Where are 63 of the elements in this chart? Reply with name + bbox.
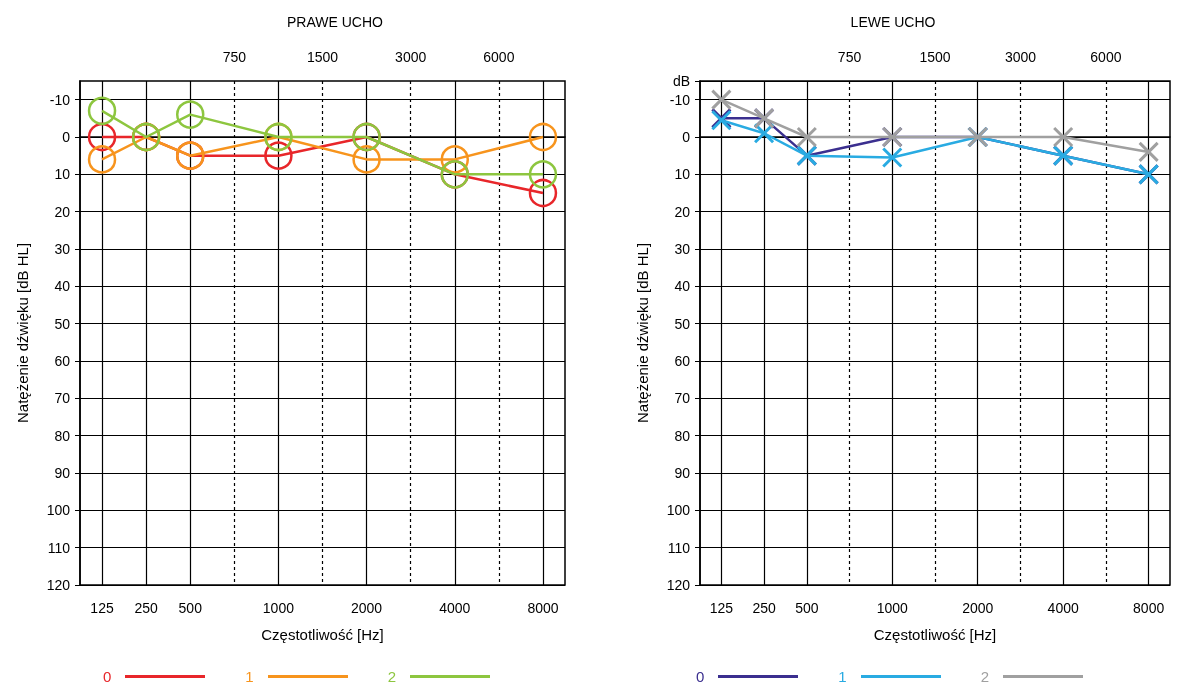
y-tick-label: -10 (49, 91, 71, 108)
text: 0 (102, 668, 112, 685)
chart-title: LEWE UCHO (850, 14, 936, 30)
x-tick-label: 125 (709, 600, 734, 616)
y-tick-label: 100 (666, 502, 691, 519)
y-tick-label: 50 (54, 315, 71, 332)
x-tick-label: 125 (90, 600, 114, 616)
x-axis-title: Częstotliwość [Hz] (873, 626, 997, 643)
y-tick-label: 40 (54, 278, 71, 295)
y-tick-label: 30 (674, 241, 691, 257)
y-tick-label: 10 (674, 166, 691, 183)
y-tick-label: 60 (674, 353, 691, 369)
text: 6000 (483, 49, 515, 65)
x-tick-label: 4000 (1047, 600, 1079, 616)
y-tick-label: 110 (47, 539, 71, 556)
y-tick-label: 40 (674, 278, 691, 295)
y-tick-label: 120 (666, 577, 691, 593)
y-tick-label: 90 (54, 465, 71, 481)
x-tick-label: 2000 (351, 600, 383, 616)
y-tick-label: 90 (674, 465, 691, 481)
x-tick-label: 4000 (439, 600, 471, 616)
y-tick-label: 0 (62, 129, 71, 145)
text: 2 (980, 668, 990, 685)
text: 1 (838, 668, 847, 685)
x-tick-label: 500 (178, 600, 203, 616)
x-tick-label: 8000 (527, 600, 559, 616)
text: 750 (837, 49, 862, 65)
chart-title: PRAWE UCHO (287, 14, 384, 30)
y-tick-label: 20 (674, 203, 691, 220)
x-tick-label: 250 (134, 600, 159, 616)
y-tick-label: 70 (674, 390, 691, 407)
x-tick-label: 250 (752, 600, 776, 616)
y-tick-label: 60 (54, 353, 71, 369)
y-tick-label: 70 (54, 390, 71, 407)
y-tick-label: 20 (54, 203, 71, 220)
text: 0 (695, 668, 705, 685)
y-tick-label: -10 (669, 91, 691, 108)
y-tick-label: 120 (46, 577, 71, 593)
y-tick-label: 50 (674, 315, 691, 332)
text: 3000 (1004, 49, 1037, 65)
y-tick-label: 80 (54, 427, 71, 444)
y-tick-label: 0 (682, 129, 691, 145)
y-axis-title: Natężenie dźwięku [dB HL] (634, 242, 651, 424)
x-tick-label: 500 (795, 600, 819, 616)
x-tick-label: 8000 (1133, 600, 1165, 616)
text: 2 (387, 668, 397, 685)
text: 1500 (919, 49, 951, 65)
y-axis-title: Natężenie dźwięku [dB HL] (14, 242, 31, 424)
y-tick-label: 80 (674, 427, 691, 444)
y-tick-label: dB (672, 73, 690, 89)
y-tick-label: 110 (667, 539, 691, 556)
text: 1 (245, 668, 254, 685)
y-tick-label: 100 (46, 502, 71, 519)
x-tick-label: 1000 (262, 600, 295, 616)
text: 6000 (1090, 49, 1122, 65)
text: 1500 (306, 49, 339, 65)
x-tick-label: 1000 (876, 600, 909, 616)
y-tick-label: 10 (54, 166, 71, 183)
x-tick-label: 2000 (962, 600, 994, 616)
y-tick-label: 30 (54, 241, 71, 257)
x-axis-title: Częstotliwość [Hz] (261, 626, 384, 643)
text: 3000 (395, 49, 427, 65)
text: 750 (222, 49, 247, 65)
